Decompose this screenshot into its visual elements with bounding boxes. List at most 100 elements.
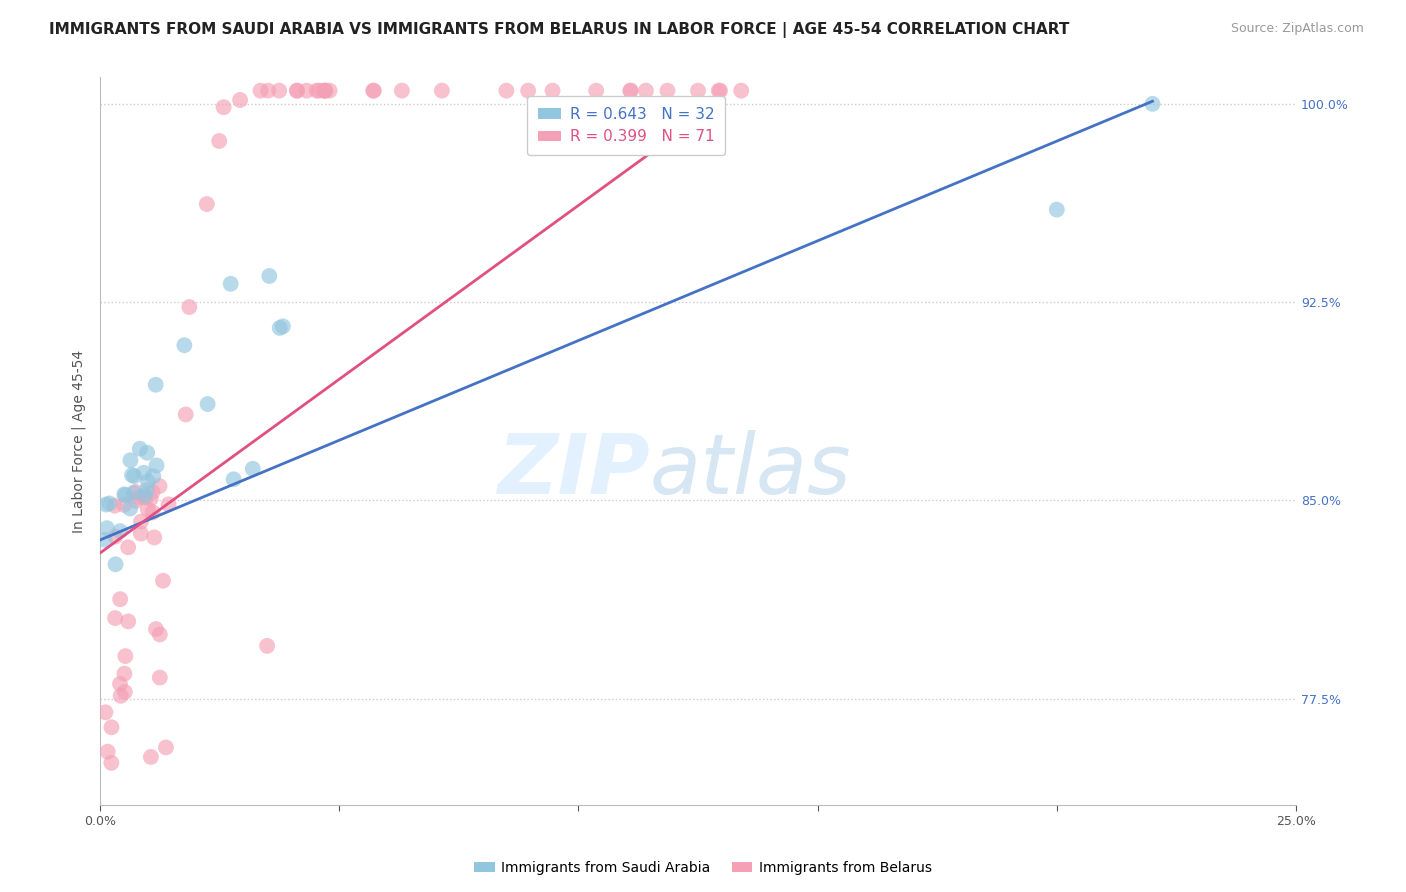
- Point: [114, 685, 136, 699]
- Point: [269, 84, 291, 98]
- Text: atlas: atlas: [650, 430, 852, 510]
- Point: [96, 521, 118, 535]
- Point: [114, 488, 136, 502]
- Point: [94, 706, 117, 720]
- Point: [222, 472, 245, 486]
- Point: [114, 666, 136, 681]
- Point: [249, 84, 271, 98]
- Point: [259, 268, 281, 283]
- Point: [314, 84, 336, 98]
- Point: [132, 466, 155, 480]
- Point: [285, 84, 308, 98]
- Point: [149, 627, 172, 641]
- Point: [104, 611, 127, 625]
- Point: [98, 496, 121, 510]
- Point: [114, 649, 136, 664]
- Point: [195, 197, 218, 211]
- Text: IMMIGRANTS FROM SAUDI ARABIA VS IMMIGRANTS FROM BELARUS IN LABOR FORCE | AGE 45-: IMMIGRANTS FROM SAUDI ARABIA VS IMMIGRAN…: [49, 22, 1070, 38]
- Point: [142, 485, 165, 500]
- Point: [145, 622, 167, 636]
- Point: [1046, 202, 1069, 217]
- Point: [257, 84, 280, 98]
- Point: [136, 446, 159, 460]
- Point: [707, 84, 730, 98]
- Point: [94, 498, 117, 512]
- Point: [121, 468, 143, 483]
- Point: [143, 531, 166, 545]
- Point: [136, 502, 159, 516]
- Point: [271, 319, 294, 334]
- Point: [430, 84, 453, 98]
- Point: [152, 574, 174, 588]
- Point: [229, 93, 252, 107]
- Point: [135, 491, 157, 505]
- Point: [120, 453, 142, 467]
- Point: [139, 750, 162, 764]
- Point: [122, 486, 145, 500]
- Point: [104, 530, 127, 544]
- Point: [94, 533, 117, 547]
- Point: [314, 84, 336, 98]
- Text: ZIP: ZIP: [498, 430, 650, 510]
- Point: [108, 592, 131, 607]
- Point: [97, 745, 120, 759]
- Legend: Immigrants from Saudi Arabia, Immigrants from Belarus: Immigrants from Saudi Arabia, Immigrants…: [468, 855, 938, 880]
- Point: [709, 84, 731, 98]
- Point: [124, 484, 146, 499]
- Point: [197, 397, 219, 411]
- Point: [142, 469, 165, 483]
- Point: [686, 84, 709, 98]
- Point: [517, 84, 540, 98]
- Point: [139, 491, 162, 506]
- Point: [142, 505, 165, 519]
- Point: [110, 689, 132, 703]
- Point: [318, 84, 340, 98]
- Point: [129, 526, 152, 541]
- Point: [117, 541, 139, 555]
- Point: [620, 84, 643, 98]
- Point: [104, 558, 127, 572]
- Point: [155, 740, 177, 755]
- Point: [145, 458, 167, 473]
- Point: [128, 442, 150, 456]
- Point: [145, 377, 167, 392]
- Point: [173, 338, 195, 352]
- Point: [174, 408, 197, 422]
- Point: [125, 494, 148, 508]
- Point: [619, 84, 641, 98]
- Point: [108, 677, 131, 691]
- Point: [634, 84, 657, 98]
- Text: Source: ZipAtlas.com: Source: ZipAtlas.com: [1230, 22, 1364, 36]
- Point: [363, 84, 385, 98]
- Point: [122, 469, 145, 483]
- Point: [112, 487, 135, 501]
- Point: [136, 483, 159, 497]
- Point: [657, 84, 679, 98]
- Point: [212, 100, 235, 114]
- Point: [585, 84, 607, 98]
- Point: [730, 84, 752, 98]
- Point: [256, 639, 278, 653]
- Point: [305, 84, 328, 98]
- Point: [136, 475, 159, 489]
- Point: [269, 321, 291, 335]
- Point: [108, 524, 131, 538]
- Point: [104, 499, 127, 513]
- Point: [208, 134, 231, 148]
- Point: [128, 491, 150, 505]
- Point: [391, 84, 413, 98]
- Point: [285, 84, 308, 98]
- Y-axis label: In Labor Force | Age 45-54: In Labor Force | Age 45-54: [72, 350, 86, 533]
- Point: [495, 84, 517, 98]
- Point: [312, 84, 335, 98]
- Point: [148, 479, 170, 493]
- Point: [1142, 96, 1164, 111]
- Point: [149, 671, 172, 685]
- Point: [157, 497, 180, 511]
- Point: [295, 84, 318, 98]
- Point: [100, 756, 122, 770]
- Point: [308, 84, 330, 98]
- Point: [219, 277, 242, 291]
- Point: [179, 300, 201, 314]
- Point: [117, 615, 139, 629]
